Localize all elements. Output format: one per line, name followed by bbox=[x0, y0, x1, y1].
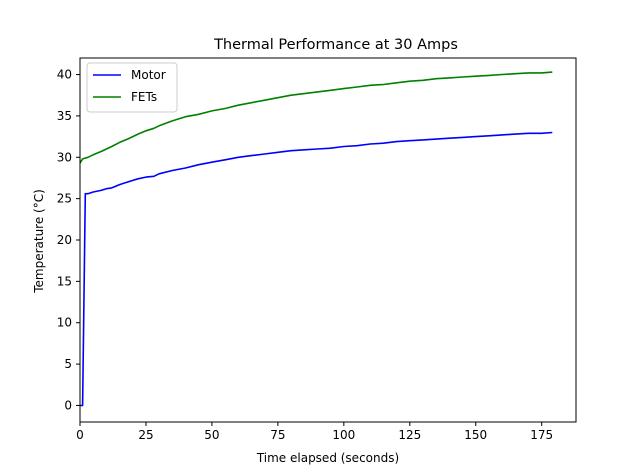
series-line-motor bbox=[80, 131, 553, 407]
x-tick-label: 50 bbox=[204, 428, 219, 442]
legend-label-motor: Motor bbox=[131, 68, 166, 82]
y-axis-label: Temperature (°C) bbox=[32, 189, 46, 294]
legend: Motor FETs bbox=[86, 62, 178, 113]
plot-area: 0 25 50 75 100 125 150 175 0 5 10 15 20 25 30 35 40 bbox=[57, 57, 577, 442]
y-tick-label: 5 bbox=[64, 357, 72, 371]
x-tick-label: 0 bbox=[76, 428, 84, 442]
y-tick-label: 0 bbox=[64, 398, 72, 412]
x-tick-label: 175 bbox=[530, 428, 553, 442]
y-tick-label: 25 bbox=[57, 192, 72, 206]
y-tick-label: 30 bbox=[57, 150, 72, 164]
y-tick-label: 35 bbox=[57, 109, 72, 123]
y-tick-label: 10 bbox=[57, 316, 72, 330]
chart-title: Thermal Performance at 30 Amps bbox=[213, 37, 458, 53]
legend-label-fets: FETs bbox=[131, 90, 157, 104]
x-tick-label: 75 bbox=[270, 428, 285, 442]
x-tick-label: 100 bbox=[332, 428, 355, 442]
x-tick-label: 25 bbox=[138, 428, 153, 442]
series-line-fets bbox=[79, 71, 553, 164]
y-tick-label: 20 bbox=[57, 233, 72, 247]
y-tick-label: 40 bbox=[57, 68, 72, 82]
x-axis-label: Time elapsed (seconds) bbox=[256, 451, 399, 465]
x-tick-label: 125 bbox=[398, 428, 421, 442]
plot-frame bbox=[79, 57, 577, 423]
y-tick-label: 15 bbox=[57, 274, 72, 288]
x-tick-label: 150 bbox=[464, 428, 487, 442]
